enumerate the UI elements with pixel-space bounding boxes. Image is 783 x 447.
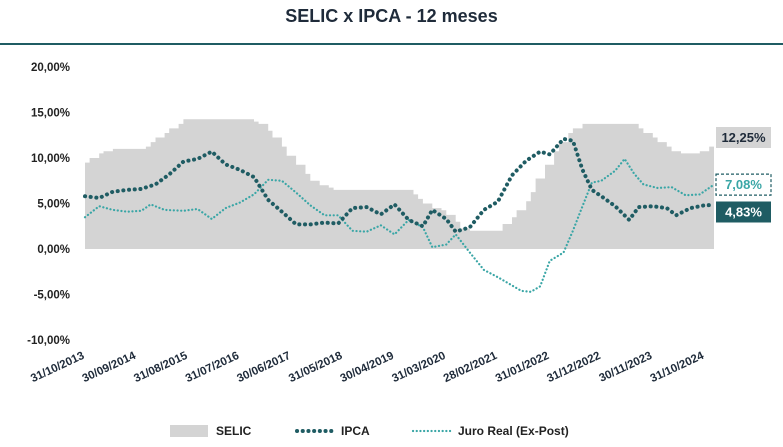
y-tick-label: -10,00% — [27, 335, 70, 347]
legend-label-ipca: IPCA — [341, 424, 370, 438]
x-tick-label: 30/06/2017 — [235, 350, 292, 385]
end-labels: 12,25% 7,08% 4,83% — [715, 127, 772, 223]
end-label-selic: 12,25% — [716, 127, 771, 148]
legend-label-selic: SELIC — [216, 424, 252, 438]
legend-swatch-selic — [170, 425, 208, 437]
x-tick-label: 31/01/2022 — [494, 350, 551, 385]
x-tick-label: 30/04/2019 — [339, 350, 396, 385]
y-tick-label: 10,00% — [31, 153, 70, 165]
end-label-ipca: 4,83% — [716, 201, 771, 223]
y-tick-label: 5,00% — [37, 199, 70, 211]
y-tick-label: 20,00% — [31, 62, 70, 74]
end-label-text: 7,08% — [725, 177, 762, 192]
end-label-box — [716, 127, 771, 148]
selic-area — [85, 119, 714, 249]
legend-label-juro-real: Juro Real (Ex-Post) — [458, 424, 569, 438]
end-label-text: 12,25% — [721, 130, 766, 145]
end-label-box — [716, 201, 771, 223]
x-tick-label: 31/07/2016 — [184, 350, 241, 385]
selic-area-layer — [85, 119, 714, 249]
juro-real-line — [83, 157, 716, 293]
ipca-line — [83, 136, 716, 235]
x-tick-label: 30/11/2023 — [597, 350, 654, 385]
legend: SELIC IPCA Juro Real (Ex-Post) — [170, 424, 569, 438]
x-tick-label: 31/08/2015 — [132, 350, 190, 385]
x-tick-label: 31/10/2013 — [29, 350, 86, 385]
end-label-text: 4,83% — [725, 205, 762, 220]
x-axis-ticks: 31/10/201330/09/201431/08/201531/07/2016… — [29, 350, 706, 385]
x-tick-label: 31/03/2020 — [390, 350, 447, 385]
title-divider — [0, 43, 783, 45]
x-tick-label: 31/10/2024 — [649, 350, 707, 385]
y-axis-ticks: 20,00% 15,00% 10,00% 5,00% 0,00% -5,00% -10,00… — [27, 62, 70, 347]
y-tick-label: -5,00% — [34, 290, 70, 302]
chart-title: SELIC x IPCA - 12 meses — [285, 6, 498, 26]
x-tick-label: 30/09/2014 — [81, 350, 139, 385]
juro-real-line-layer — [83, 157, 716, 293]
y-tick-label: 0,00% — [37, 244, 70, 256]
end-label-box — [715, 173, 772, 196]
x-tick-label: 28/02/2021 — [442, 350, 500, 385]
end-label-juro-real-ex-post: 7,08% — [715, 173, 772, 196]
ipca-line-layer — [83, 136, 716, 235]
x-tick-label: 31/05/2018 — [287, 350, 345, 385]
x-tick-label: 31/12/2022 — [545, 350, 602, 385]
y-tick-label: 15,00% — [31, 108, 70, 120]
